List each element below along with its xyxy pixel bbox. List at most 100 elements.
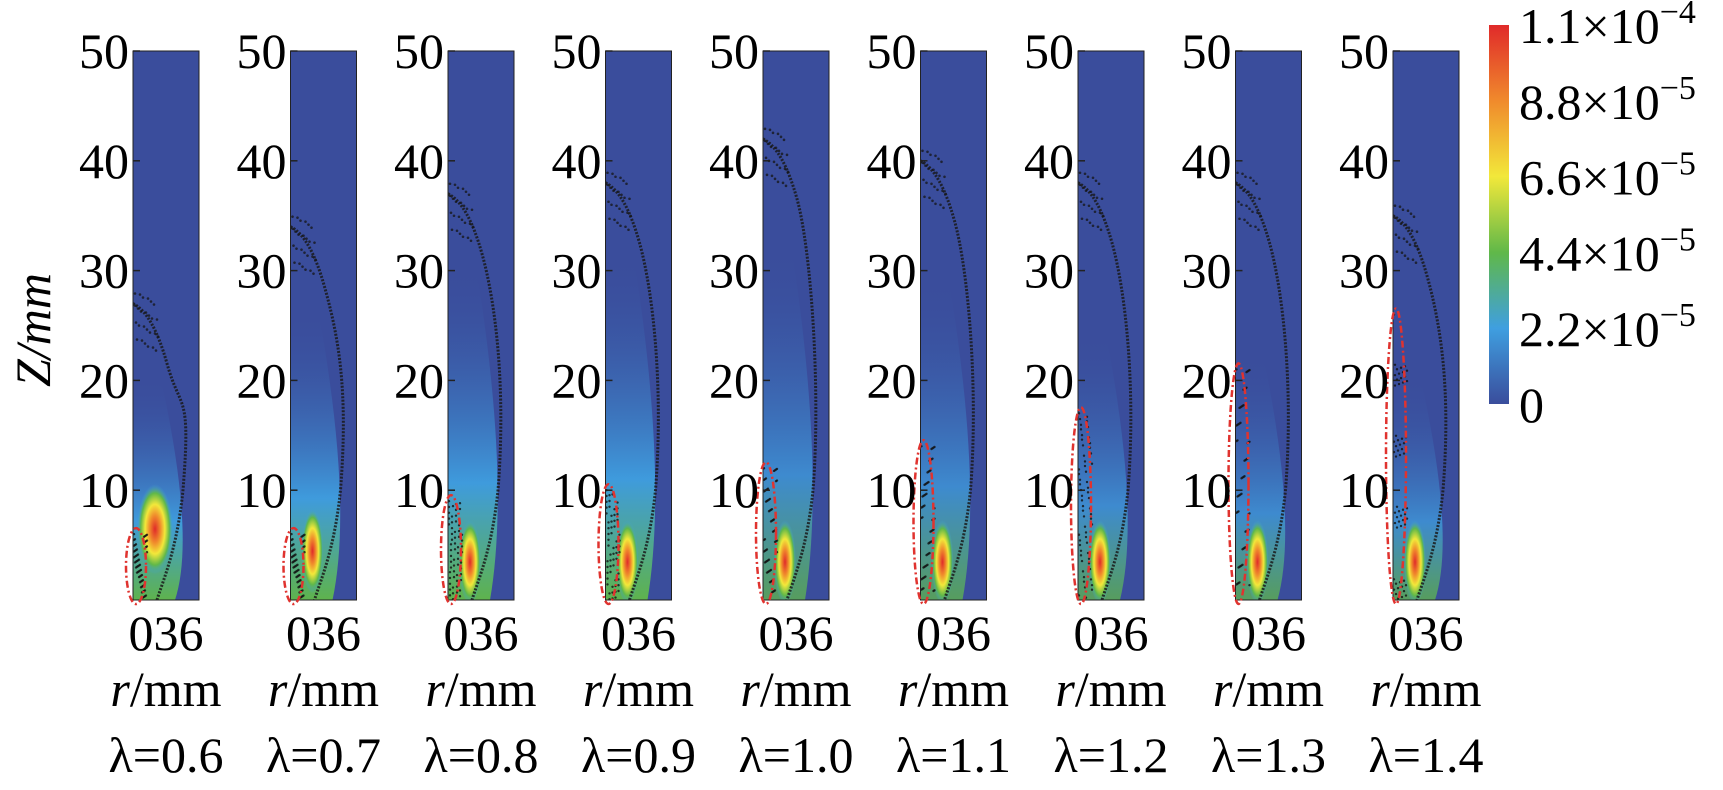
marked-region [439,493,463,606]
y-tick-label: 50 [552,23,602,79]
x-axis-label: r/mm [1055,661,1166,717]
y-tick-label: 50 [867,23,917,79]
concentration-peak [1404,520,1426,600]
x-axis-label: r/mm [1370,661,1481,717]
x-tick-label: 036 [1231,605,1306,661]
y-tick-label: 40 [79,133,129,189]
panels: 1020304050036r/mmλ=0.61020304050036r/mmλ… [79,23,1483,783]
marked-region [1384,307,1408,606]
marked-region [754,460,778,606]
flame-front-line [1078,181,1133,600]
y-tick-label: 30 [79,243,129,299]
y-tick-label: 20 [394,352,444,408]
x-axis-label: r/mm [268,661,379,717]
y-tick-label: 40 [1182,133,1232,189]
x-axis-label: r/mm [1213,661,1324,717]
panel-frame [1392,50,1460,601]
x-axis-label: r/mm [425,661,536,717]
x-tick-label: 036 [916,605,991,661]
x-tick-label: 036 [601,605,676,661]
lambda-label: λ=0.8 [424,727,539,783]
y-tick-label: 30 [709,243,759,299]
colorbar-ramp [1489,25,1509,404]
y-tick-label: 10 [237,462,287,518]
lambda-label: λ=0.6 [109,727,224,783]
y-tick-label: 50 [394,23,444,79]
y-tick-label: 30 [867,243,917,299]
panel-frame [290,50,357,601]
x-axis-label: r/mm [740,661,851,717]
panel-frame [132,50,200,601]
flame-front-line [290,225,345,600]
marked-region [1227,362,1250,606]
x-tick-label: 036 [1389,605,1464,661]
x-tick-label: 036 [1074,605,1149,661]
marked-region [597,482,620,606]
concentration-peak [137,484,173,575]
y-tick-label: 20 [552,352,602,408]
panel-frame [1077,50,1145,601]
flame-front-line [1235,181,1290,600]
colorbar-tick-label: 2.2×10−5 [1519,297,1696,357]
lambda-label: λ=1.4 [1369,727,1484,783]
y-tick-label: 40 [1339,133,1389,189]
y-tick-label: 40 [1024,133,1074,189]
lambda-label: λ=0.7 [266,727,381,783]
y-tick-label: 20 [709,352,759,408]
concentration-peak [1246,520,1269,600]
y-tick-label: 30 [394,243,444,299]
marked-region [124,526,148,606]
y-tick-label: 10 [1024,462,1074,518]
lambda-label: λ=0.9 [581,727,696,783]
concentration-peak [616,520,639,600]
flame-front-line [133,302,188,600]
y-tick-label: 10 [1182,462,1232,518]
flame-front-line [605,181,660,600]
y-tick-label: 40 [394,133,444,189]
y-tick-label: 50 [709,23,759,79]
concentration-peak [774,520,796,600]
concentration-halo [763,243,813,600]
x-axis-label: r/mm [583,661,694,717]
y-tick-label: 30 [1024,243,1074,299]
y-tick-label: 10 [552,462,602,518]
marked-region [282,526,305,606]
y-tick-label: 50 [1182,23,1232,79]
x-tick-label: 036 [759,605,834,661]
y-tick-label: 50 [1339,23,1389,79]
y-tick-label: 20 [79,352,129,408]
y-tick-label: 50 [79,23,129,79]
panel-frame [762,50,830,601]
concentration-peak [459,520,481,600]
x-tick-label: 036 [444,605,519,661]
concentration-peak [1089,520,1111,600]
colorbar-tick-label: 8.8×10−5 [1519,70,1696,130]
x-axis-label: r/mm [110,661,221,717]
y-axis-label: Z/mm [5,273,61,387]
y-tick-label: 40 [709,133,759,189]
lambda-label: λ=1.2 [1054,727,1169,783]
y-tick-label: 10 [1339,462,1389,518]
y-tick-label: 40 [867,133,917,189]
y-tick-label: 20 [1339,352,1389,408]
colorbar-tick-label: 0 [1519,377,1544,433]
marked-region [912,439,935,606]
y-tick-label: 20 [867,352,917,408]
x-axis-label: r/mm [898,661,1009,717]
lambda-label: λ=1.0 [739,727,854,783]
panel-frame [447,50,515,601]
y-tick-label: 10 [79,462,129,518]
y-tick-label: 30 [1182,243,1232,299]
panel-frame [605,50,672,601]
panel-frame [920,50,987,601]
y-tick-label: 20 [1182,352,1232,408]
